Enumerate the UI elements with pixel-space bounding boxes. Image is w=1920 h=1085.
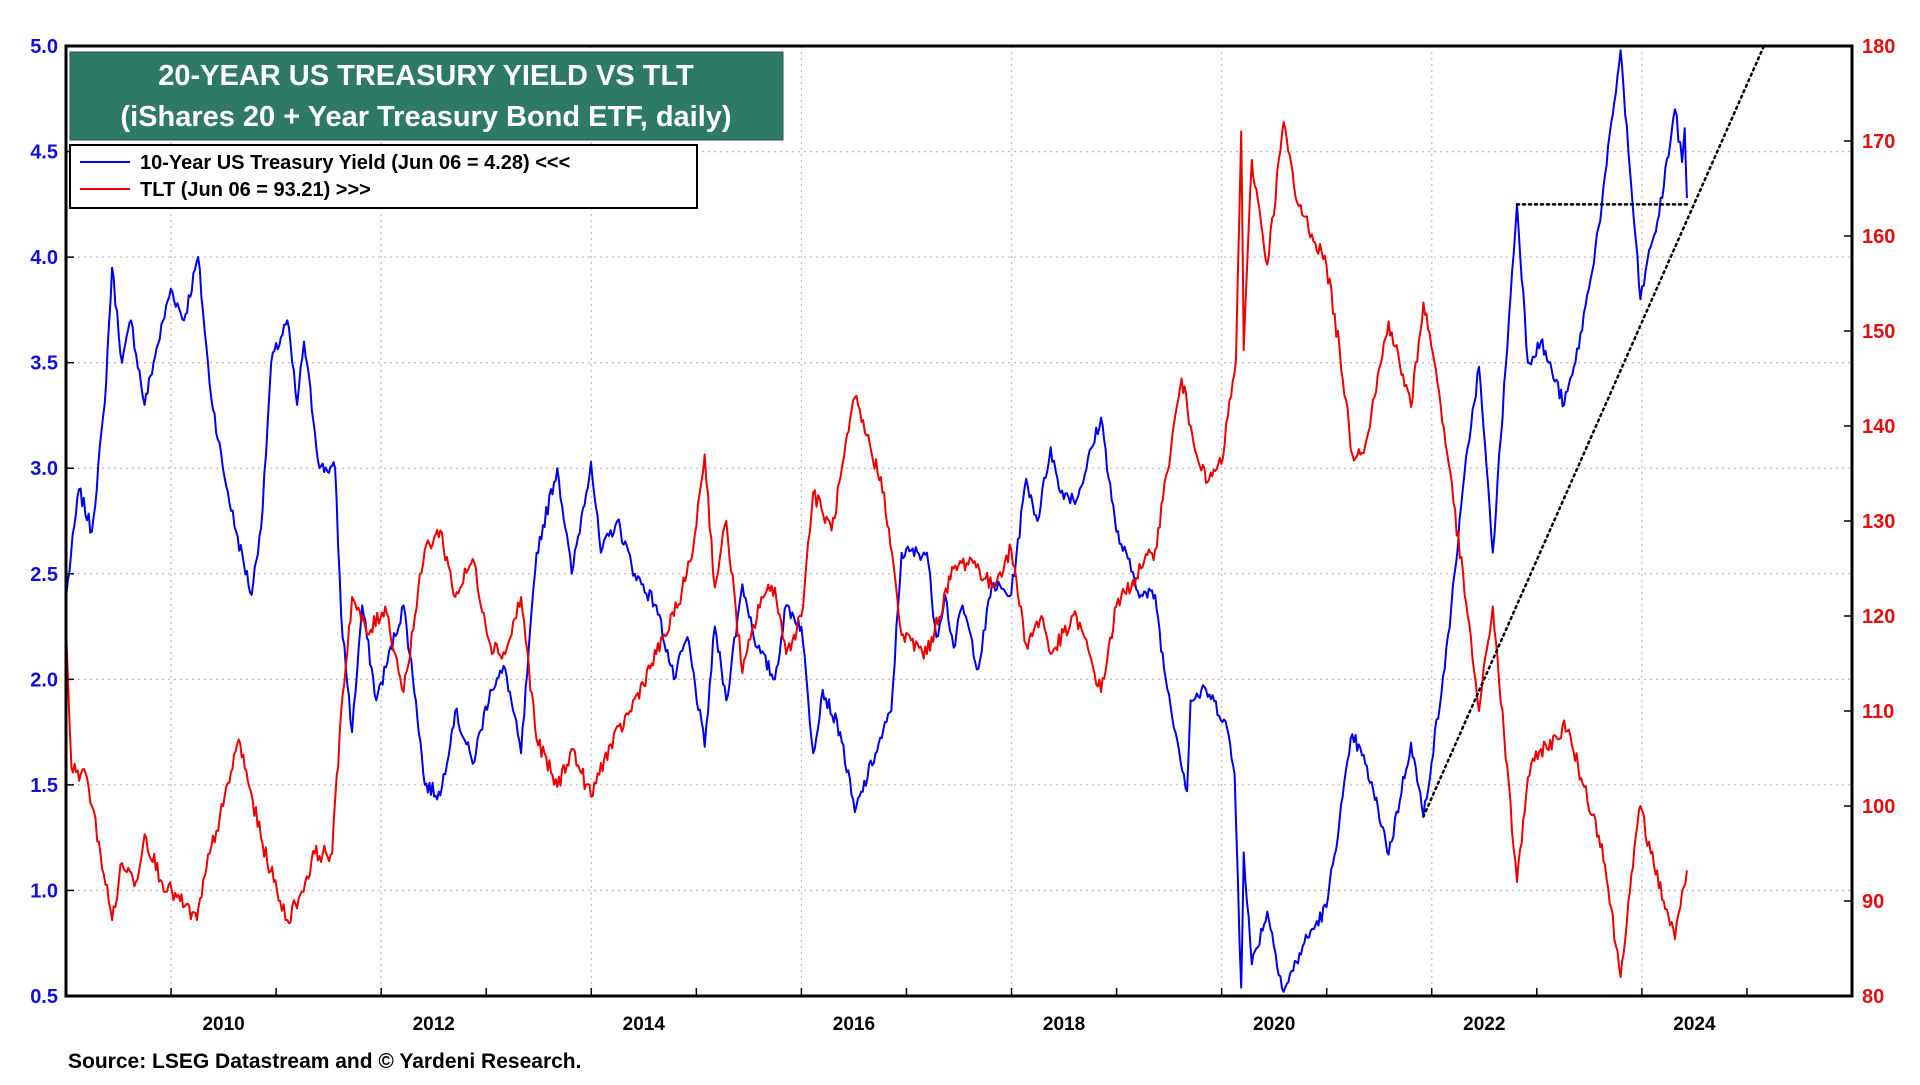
chart-title: 20-YEAR US TREASURY YIELD VS TLT xyxy=(158,60,694,92)
legend-label-tlt: TLT (Jun 06 = 93.21) >>> xyxy=(140,179,371,201)
title-box: 20-YEAR US TREASURY YIELD VS TLT (iShare… xyxy=(69,51,784,141)
y-left-tick-label: 4.5 xyxy=(30,142,58,164)
chart-subtitle: (iShares 20 + Year Treasury Bond ETF, da… xyxy=(120,101,731,133)
x-tick-label: 2022 xyxy=(1463,1014,1505,1035)
legend: 10-Year US Treasury Yield (Jun 06 = 4.28… xyxy=(69,144,698,209)
legend-box xyxy=(69,144,698,209)
y-left-tick-label: 3.0 xyxy=(30,458,58,480)
dotted-trendline xyxy=(1422,44,1766,818)
x-tick-label: 2012 xyxy=(413,1014,455,1035)
x-tick-label: 2010 xyxy=(202,1014,244,1035)
y-right-tick-label: 90 xyxy=(1862,891,1884,913)
y-left-tick-label: 4.0 xyxy=(30,247,58,269)
y-left-tick-label: 1.5 xyxy=(30,775,58,797)
y-right-tick-label: 150 xyxy=(1862,321,1895,343)
y-left-tick-label: 2.5 xyxy=(30,564,58,586)
annotation-layer xyxy=(1422,44,1766,818)
y-left-tick-label: 1.0 xyxy=(30,880,58,902)
y-right-tick-label: 160 xyxy=(1862,226,1895,248)
x-tick-label: 2018 xyxy=(1043,1014,1085,1035)
y-left-tick-label: 3.5 xyxy=(30,353,58,375)
series-layer xyxy=(65,49,1688,993)
x-tick-label: 2016 xyxy=(833,1014,875,1035)
x-tick-label: 2024 xyxy=(1673,1014,1716,1035)
x-tick-label: 2014 xyxy=(623,1014,666,1035)
y-right-tick-label: 110 xyxy=(1862,701,1894,723)
yield-series-line xyxy=(65,49,1688,993)
legend-label-yield: 10-Year US Treasury Yield (Jun 06 = 4.28… xyxy=(140,152,570,174)
y-right-tick-label: 140 xyxy=(1862,416,1895,438)
tlt-series-line xyxy=(65,121,1688,978)
y-right-tick-label: 130 xyxy=(1862,511,1895,533)
y-left-tick-label: 2.0 xyxy=(30,669,58,691)
y-right-tick-label: 100 xyxy=(1862,796,1895,818)
title-background xyxy=(69,51,784,141)
tick-layer: 0.5 1.0 1.5 2.0 2.5 3.0 3.5 4.0 4.5 5.0 80 90 100 110… xyxy=(30,36,1895,1035)
y-right-tick-label: 80 xyxy=(1862,986,1884,1008)
y-left-tick-label: 0.5 xyxy=(30,986,58,1008)
y-right-tick-label: 180 xyxy=(1862,36,1895,58)
y-left-tick-label: 5.0 xyxy=(30,36,58,58)
y-right-tick-label: 170 xyxy=(1862,131,1895,153)
grid-lines xyxy=(66,46,1852,996)
y-right-tick-label: 120 xyxy=(1862,606,1895,628)
x-tick-label: 2020 xyxy=(1253,1014,1295,1035)
source-note: Source: LSEG Datastream and © Yardeni Re… xyxy=(68,1050,581,1073)
